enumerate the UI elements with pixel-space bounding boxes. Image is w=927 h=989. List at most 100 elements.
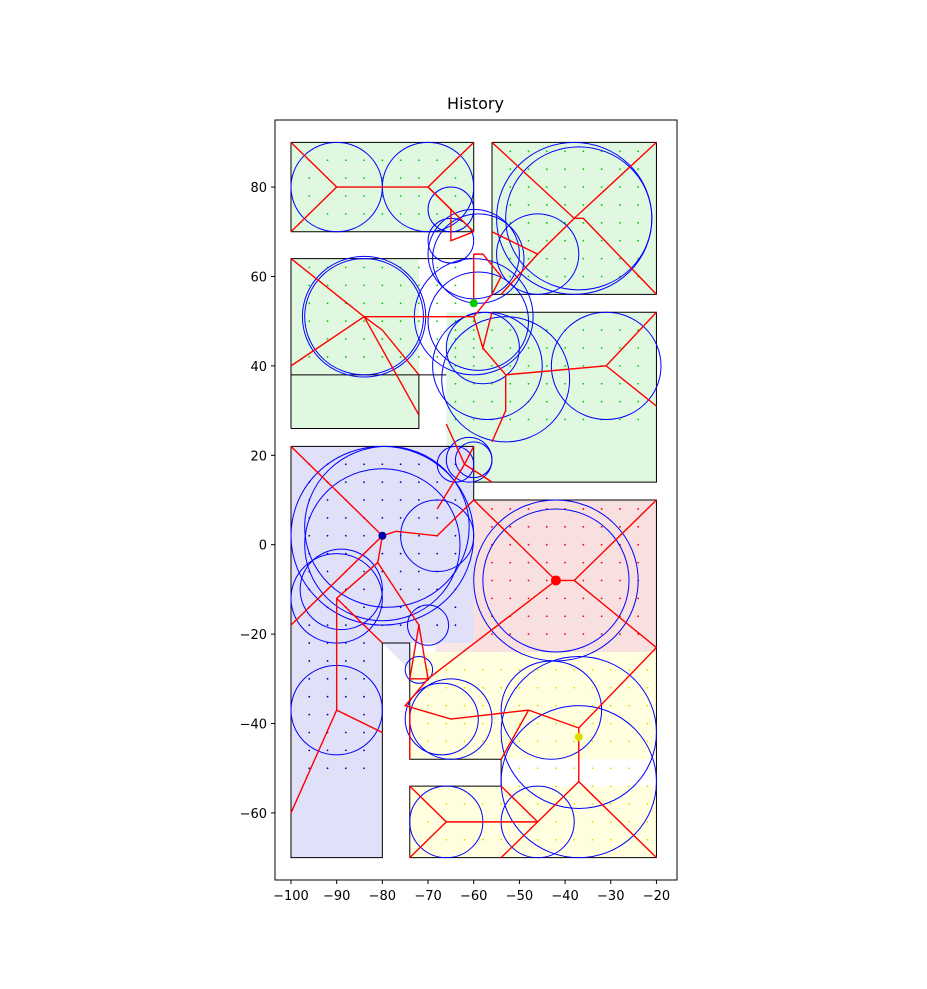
sample-dot-green <box>454 177 457 180</box>
sample-dot-green <box>491 347 493 349</box>
sample-dot-yellow <box>481 722 484 725</box>
y-tick-label: 80 <box>250 181 267 196</box>
sample-dot-green <box>399 356 402 358</box>
sample-dot-blue <box>363 749 365 752</box>
sample-dot-red <box>564 615 566 618</box>
sample-dot-green <box>618 257 621 260</box>
sample-dot-red <box>509 579 512 582</box>
sample-dot-yellow <box>518 740 521 743</box>
sample-dot-green <box>326 320 329 323</box>
sample-dot-green <box>637 382 640 385</box>
x-tick-label: −90 <box>323 889 350 904</box>
sample-dot-red <box>509 597 512 600</box>
sample-dot-green <box>600 257 603 260</box>
y-tick-label: 20 <box>250 449 267 464</box>
sample-dot-blue <box>417 552 420 555</box>
sample-dot-yellow <box>555 740 557 743</box>
sample-dot-yellow <box>555 704 557 707</box>
marker-blue <box>378 531 387 540</box>
skeleton-line-20 <box>436 463 466 510</box>
sample-dot-green <box>545 168 548 171</box>
sample-dot-red <box>600 525 603 528</box>
sample-dot-green <box>344 212 347 215</box>
sample-dot-blue <box>308 660 311 662</box>
sample-dot-red <box>600 615 603 618</box>
sample-dot-blue <box>363 767 365 770</box>
wall-outline-2 <box>290 374 420 429</box>
sample-dot-blue <box>363 642 365 644</box>
sample-dot-yellow <box>463 686 466 689</box>
sample-dot-green <box>637 347 640 349</box>
sample-dot-green <box>527 186 530 188</box>
sample-dot-yellow <box>463 704 466 707</box>
sample-dot-red <box>600 579 603 582</box>
sample-dot-green <box>472 338 475 340</box>
sample-dot-green <box>582 186 585 188</box>
sample-dot-yellow <box>591 722 594 725</box>
sample-dot-green <box>545 221 548 224</box>
clearance-circle-25 <box>299 548 383 631</box>
sample-dot-green <box>564 239 566 242</box>
sample-dot-green <box>417 356 420 358</box>
sample-dot-blue <box>344 695 347 698</box>
sample-dot-yellow <box>609 785 612 788</box>
sample-dot-yellow <box>500 838 503 841</box>
sample-dot-yellow <box>463 740 466 743</box>
sample-dot-red <box>564 633 566 636</box>
sample-dot-green <box>582 257 585 260</box>
sample-dot-green <box>436 159 439 162</box>
sample-dot-green <box>326 338 329 340</box>
sample-dot-blue <box>381 552 384 555</box>
sample-dot-red <box>618 633 621 636</box>
sample-dot-green <box>600 275 603 278</box>
sample-dot-green <box>436 302 439 305</box>
sample-dot-blue <box>363 588 365 591</box>
sample-dot-red <box>637 597 640 600</box>
sample-dot-green <box>308 195 311 197</box>
sample-dot-green <box>618 168 621 171</box>
sample-dot-green <box>509 400 512 403</box>
sample-dot-green <box>363 356 365 358</box>
sample-dot-green <box>472 400 475 403</box>
sample-dot-red <box>564 597 566 600</box>
sample-dot-red <box>637 561 640 564</box>
clearance-circle-22 <box>304 468 461 622</box>
sample-dot-green <box>491 364 493 367</box>
skeleton-line-19 <box>463 446 475 465</box>
sample-dot-blue <box>326 499 329 501</box>
sample-dot-blue <box>417 499 420 501</box>
sample-dot-green <box>308 302 311 305</box>
sample-dot-yellow <box>591 785 594 788</box>
sample-dot-yellow <box>573 668 576 671</box>
sample-dot-green <box>308 177 311 180</box>
sample-dot-green <box>545 275 548 278</box>
sample-dot-green <box>545 186 548 188</box>
sample-dot-green <box>399 338 402 340</box>
sample-dot-green <box>454 266 457 269</box>
sample-dot-green <box>545 400 548 403</box>
sample-dot-green <box>637 364 640 367</box>
sample-dot-green <box>545 418 548 421</box>
sample-dot-blue <box>326 624 329 627</box>
sample-dot-green <box>582 204 585 206</box>
sample-dot-blue <box>381 481 384 484</box>
sample-dot-yellow <box>555 785 557 788</box>
sample-dot-blue <box>436 516 439 519</box>
sample-dot-yellow <box>591 767 594 770</box>
sample-dot-green <box>454 356 457 358</box>
sample-dot-green <box>344 195 347 197</box>
sample-dot-yellow <box>427 722 429 725</box>
sample-dot-blue <box>381 499 384 501</box>
sample-dot-green <box>381 320 384 323</box>
sample-dot-green <box>582 382 585 385</box>
sample-dot-green <box>417 212 420 215</box>
sample-dot-green <box>381 338 384 340</box>
sample-dot-yellow <box>500 803 503 805</box>
y-tick-label: 60 <box>250 270 267 285</box>
sample-dot-blue <box>326 677 329 680</box>
sample-dot-green <box>509 150 512 153</box>
sample-dot-green <box>618 418 621 421</box>
sample-dot-blue <box>454 552 457 555</box>
region-red-7 <box>473 500 657 652</box>
skeleton-line-24 <box>336 597 383 644</box>
